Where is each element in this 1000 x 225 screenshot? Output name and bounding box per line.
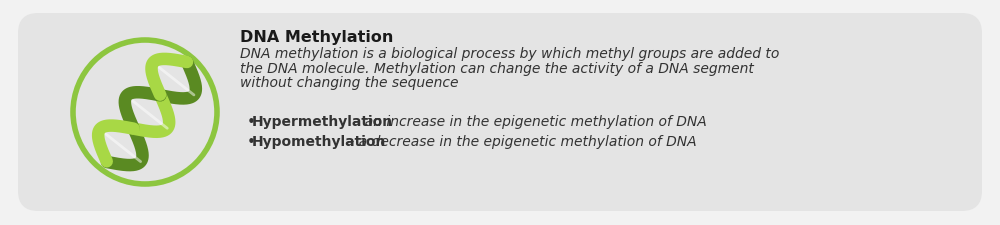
Text: •: • xyxy=(247,134,256,149)
Text: Hypermethylation: Hypermethylation xyxy=(252,115,393,128)
Text: DNA Methylation: DNA Methylation xyxy=(240,30,393,45)
Text: •: • xyxy=(247,115,256,129)
Text: Hypomethylation: Hypomethylation xyxy=(252,134,386,148)
Text: DNA methylation is a biological process by which methyl groups are added to: DNA methylation is a biological process … xyxy=(240,47,779,61)
Text: the DNA molecule. Methylation can change the activity of a DNA segment: the DNA molecule. Methylation can change… xyxy=(240,61,754,75)
Text: – an increase in the epigenetic methylation of DNA: – an increase in the epigenetic methylat… xyxy=(349,115,707,128)
Text: – a decrease in the epigenetic methylation of DNA: – a decrease in the epigenetic methylati… xyxy=(343,134,696,148)
Text: without changing the sequence: without changing the sequence xyxy=(240,76,458,90)
FancyBboxPatch shape xyxy=(18,14,982,211)
